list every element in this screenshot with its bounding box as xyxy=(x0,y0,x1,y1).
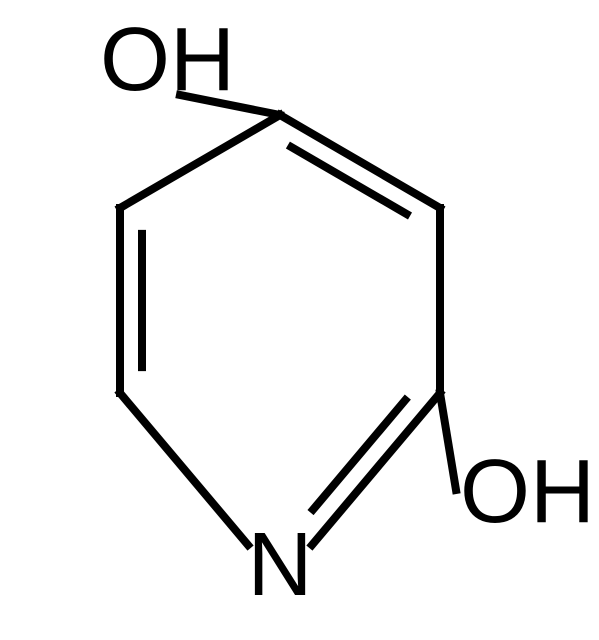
atom-label-N_bottom: N xyxy=(248,515,313,615)
bond-n4-c5 xyxy=(120,393,248,545)
bond-c3-o_rt xyxy=(440,393,456,490)
bond-c1-c2-outer xyxy=(280,115,440,208)
atom-label-OH_top: OH xyxy=(100,10,235,110)
bond-c3-n4-outer xyxy=(312,393,440,545)
bond-c6-c1 xyxy=(120,115,280,208)
molecule-diagram: OH N OH xyxy=(0,0,599,640)
atom-label-OH_right: OH xyxy=(460,442,595,542)
